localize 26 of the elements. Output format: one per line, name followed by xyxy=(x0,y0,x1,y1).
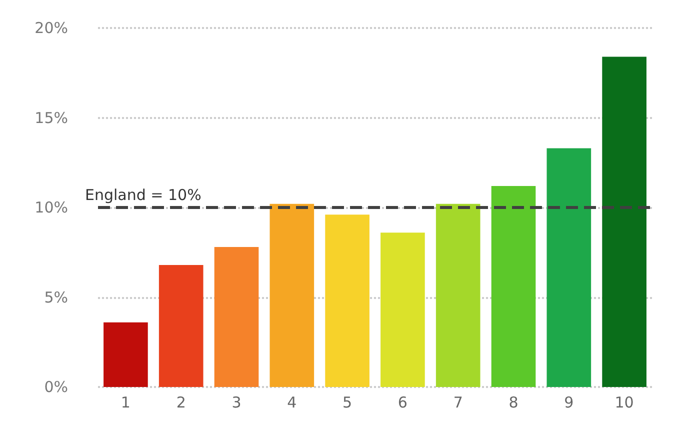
y-tick-label: 15% xyxy=(34,108,68,127)
bar xyxy=(325,214,370,387)
x-tick-label: 1 xyxy=(120,394,130,412)
y-tick-label: 0% xyxy=(44,378,68,396)
x-tick-label: 10 xyxy=(614,394,634,412)
x-tick-label: 7 xyxy=(453,394,463,412)
x-tick-label: 8 xyxy=(508,394,518,412)
bar xyxy=(436,204,480,387)
bar xyxy=(270,204,314,387)
ref-line-label: England = 10% xyxy=(85,186,202,204)
y-tick-label: 10% xyxy=(34,198,68,216)
x-tick-label: 5 xyxy=(342,394,352,412)
bar xyxy=(214,246,259,387)
y-tick-label: 5% xyxy=(44,288,68,306)
bar xyxy=(380,232,425,387)
bar xyxy=(104,322,148,387)
x-tick-label: 4 xyxy=(287,394,297,412)
x-tick-label: 2 xyxy=(176,394,186,412)
x-tick-label: 9 xyxy=(564,394,574,412)
x-tick-label: 3 xyxy=(232,394,242,412)
y-tick-label: 20% xyxy=(34,19,68,37)
bar xyxy=(491,186,536,387)
bar xyxy=(158,264,204,387)
x-tick-label: 6 xyxy=(398,394,408,412)
bar xyxy=(602,56,646,387)
bar xyxy=(546,148,592,387)
